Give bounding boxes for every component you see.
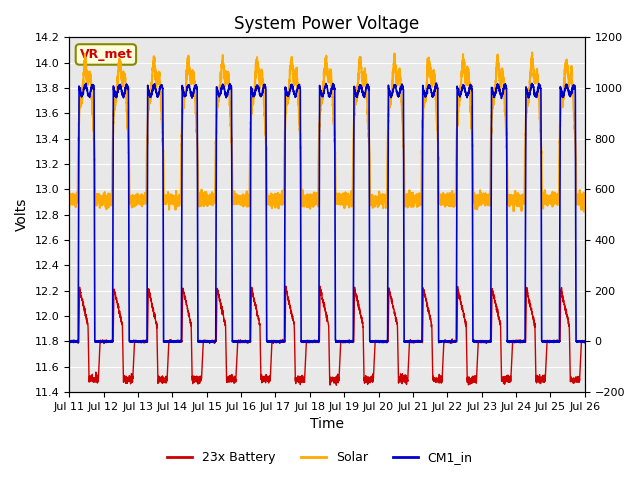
Legend: 23x Battery, Solar, CM1_in: 23x Battery, Solar, CM1_in	[163, 446, 477, 469]
X-axis label: Time: Time	[310, 418, 344, 432]
Text: VR_met: VR_met	[79, 48, 132, 61]
Y-axis label: Volts: Volts	[15, 198, 29, 231]
Title: System Power Voltage: System Power Voltage	[234, 15, 420, 33]
